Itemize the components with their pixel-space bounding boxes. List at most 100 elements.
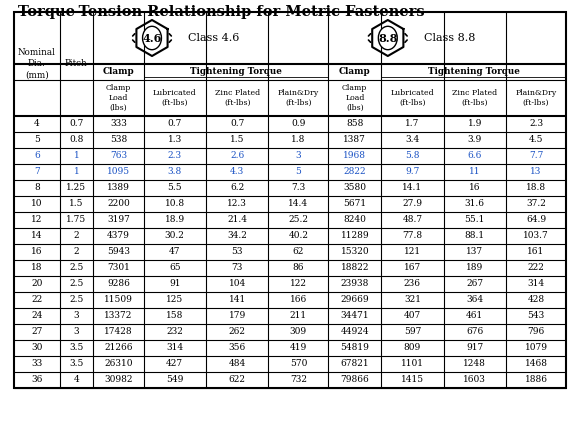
Text: 2.3: 2.3 <box>168 152 182 160</box>
Text: 122: 122 <box>290 280 307 288</box>
Text: 1387: 1387 <box>343 135 366 145</box>
Ellipse shape <box>378 26 397 50</box>
Text: 30: 30 <box>31 343 42 353</box>
Text: 21266: 21266 <box>104 343 133 353</box>
Text: 5943: 5943 <box>107 247 130 257</box>
Text: 1.3: 1.3 <box>168 135 182 145</box>
Text: 23938: 23938 <box>340 280 369 288</box>
Text: 9.7: 9.7 <box>405 167 419 177</box>
Text: Torque-Tension Relationship for Metric Fasteners: Torque-Tension Relationship for Metric F… <box>18 5 425 19</box>
Text: 54819: 54819 <box>340 343 369 353</box>
Text: 2.5: 2.5 <box>69 264 84 273</box>
Text: 2200: 2200 <box>107 200 130 208</box>
Text: 267: 267 <box>466 280 483 288</box>
Text: 3: 3 <box>74 327 79 336</box>
Text: 7301: 7301 <box>107 264 130 273</box>
Text: 2: 2 <box>74 247 79 257</box>
Text: 5.5: 5.5 <box>168 184 182 193</box>
Text: 8240: 8240 <box>343 215 366 225</box>
Text: 11: 11 <box>469 167 481 177</box>
Text: 17428: 17428 <box>104 327 133 336</box>
Text: 622: 622 <box>229 375 246 385</box>
Text: 20: 20 <box>31 280 42 288</box>
Text: 1603: 1603 <box>463 375 486 385</box>
Text: Clamp
Load
(lbs): Clamp Load (lbs) <box>106 84 131 111</box>
Text: 3580: 3580 <box>343 184 367 193</box>
Text: 47: 47 <box>169 247 180 257</box>
Text: 103.7: 103.7 <box>523 232 549 240</box>
Text: 125: 125 <box>166 295 183 305</box>
Text: 6.2: 6.2 <box>230 184 244 193</box>
Text: 10: 10 <box>31 200 42 208</box>
Text: 6: 6 <box>34 152 39 160</box>
Text: 27: 27 <box>31 327 42 336</box>
Text: 1.75: 1.75 <box>66 215 86 225</box>
Text: 7.7: 7.7 <box>529 152 543 160</box>
Text: Nominal
Dia.
(mm): Nominal Dia. (mm) <box>18 49 56 80</box>
Text: 64.9: 64.9 <box>526 215 546 225</box>
Text: 37.2: 37.2 <box>526 200 546 208</box>
Text: 3: 3 <box>296 152 301 160</box>
Text: 88.1: 88.1 <box>465 232 485 240</box>
Text: 1468: 1468 <box>524 360 548 368</box>
Text: 13372: 13372 <box>104 312 133 320</box>
Text: 18.9: 18.9 <box>165 215 185 225</box>
Text: Tightening Torque: Tightening Torque <box>190 67 282 76</box>
Text: 419: 419 <box>290 343 307 353</box>
Text: Zinc Plated
(ft-lbs): Zinc Plated (ft-lbs) <box>215 89 260 107</box>
Text: 1415: 1415 <box>401 375 424 385</box>
Text: 5: 5 <box>295 167 302 177</box>
Text: 11509: 11509 <box>104 295 133 305</box>
Text: 1095: 1095 <box>107 167 130 177</box>
Text: 15320: 15320 <box>340 247 369 257</box>
Text: 796: 796 <box>527 327 545 336</box>
Text: Class 4.6: Class 4.6 <box>188 33 240 43</box>
Text: 1248: 1248 <box>463 360 486 368</box>
Text: 427: 427 <box>166 360 183 368</box>
Text: 7: 7 <box>34 167 39 177</box>
Text: 44924: 44924 <box>340 327 369 336</box>
Text: 31.6: 31.6 <box>465 200 485 208</box>
Text: 309: 309 <box>290 327 307 336</box>
Text: Pitch: Pitch <box>65 59 88 69</box>
Text: 858: 858 <box>346 119 364 128</box>
Text: Tightening Torque: Tightening Torque <box>427 67 520 76</box>
Text: 14: 14 <box>31 232 42 240</box>
Text: 16: 16 <box>31 247 42 257</box>
Text: 8: 8 <box>34 184 39 193</box>
Text: 0.8: 0.8 <box>69 135 84 145</box>
Text: 40.2: 40.2 <box>288 232 309 240</box>
Text: 3: 3 <box>74 312 79 320</box>
Text: 2.3: 2.3 <box>529 119 543 128</box>
Text: 11289: 11289 <box>340 232 369 240</box>
Ellipse shape <box>143 26 161 50</box>
Text: 4: 4 <box>74 375 79 385</box>
Text: 62: 62 <box>293 247 304 257</box>
Text: 6.6: 6.6 <box>467 152 482 160</box>
Text: 25.2: 25.2 <box>288 215 309 225</box>
Text: 79866: 79866 <box>340 375 369 385</box>
Text: 0.7: 0.7 <box>69 119 84 128</box>
Text: Clamp: Clamp <box>339 67 371 76</box>
Text: 484: 484 <box>229 360 246 368</box>
Text: 3.5: 3.5 <box>69 360 84 368</box>
Text: 407: 407 <box>404 312 421 320</box>
Text: 4.3: 4.3 <box>230 167 244 177</box>
Text: 48.7: 48.7 <box>403 215 422 225</box>
Text: 2.5: 2.5 <box>69 280 84 288</box>
Bar <box>14 12 566 388</box>
Text: 13: 13 <box>530 167 542 177</box>
Text: 1101: 1101 <box>401 360 424 368</box>
Text: 3197: 3197 <box>107 215 130 225</box>
Text: 676: 676 <box>466 327 483 336</box>
Text: 30.2: 30.2 <box>165 232 185 240</box>
Text: 36: 36 <box>31 375 42 385</box>
Text: 1079: 1079 <box>524 343 548 353</box>
Text: Class 8.8: Class 8.8 <box>424 33 475 43</box>
Text: 333: 333 <box>110 119 127 128</box>
Text: 121: 121 <box>404 247 421 257</box>
Text: 104: 104 <box>229 280 246 288</box>
Text: 158: 158 <box>166 312 183 320</box>
Text: 4: 4 <box>34 119 39 128</box>
Text: Plain&Dry
(ft-lbs): Plain&Dry (ft-lbs) <box>278 89 319 107</box>
